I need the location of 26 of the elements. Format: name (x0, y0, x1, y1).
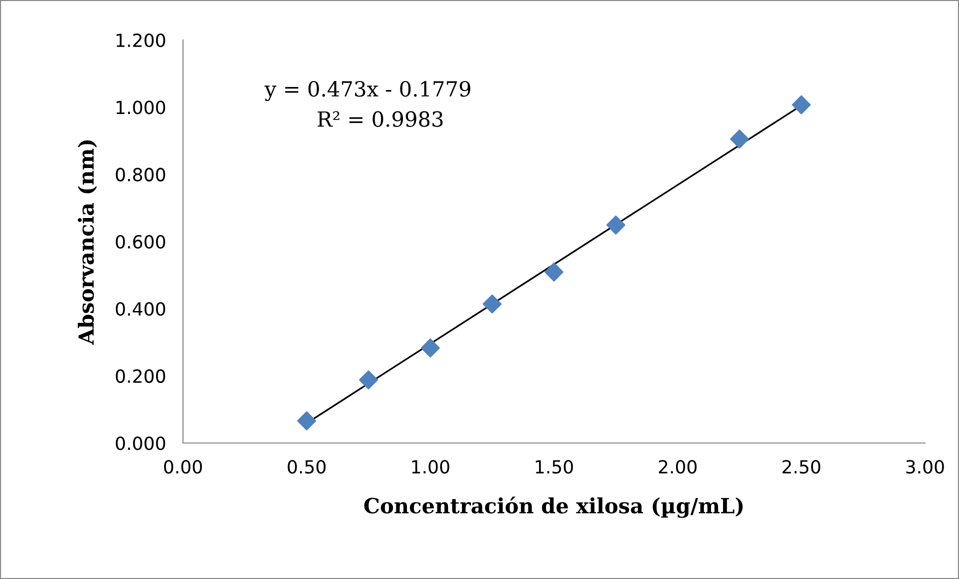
y-tick-label: 0.200 (116, 369, 166, 383)
x-tick-label: 0.00 (164, 460, 202, 474)
point (730, 130, 749, 149)
y-tick-label: 0.000 (116, 436, 166, 450)
point (792, 95, 811, 114)
point (544, 262, 564, 282)
point (482, 294, 502, 314)
point (606, 216, 626, 235)
annotation: R² = 0.9983 (318, 111, 443, 127)
y-tick-label: 1.200 (116, 33, 166, 48)
y-tick-label: 0.600 (116, 234, 166, 249)
x-tick-label: 2.50 (782, 460, 820, 474)
x-tick-label: 2.00 (658, 460, 697, 474)
point (420, 338, 440, 358)
annotation: y = 0.473x - 0.1779 (264, 80, 470, 102)
y-tick-label: 0.400 (116, 302, 166, 316)
x-tick-label: 1.00 (412, 460, 450, 474)
x-tick-label: 0.50 (288, 460, 326, 474)
y-tick-label: 1.000 (116, 100, 166, 114)
point (359, 370, 378, 390)
x-tick-label: 3.00 (906, 460, 944, 474)
x-axis-title: Concentración de xilosa (µg/mL) (364, 496, 743, 518)
y-axis-title: Absorvancia (nm) (78, 140, 97, 345)
y-tick-label: 0.800 (116, 168, 166, 182)
point (297, 411, 316, 430)
x-tick-label: 1.50 (536, 460, 573, 474)
